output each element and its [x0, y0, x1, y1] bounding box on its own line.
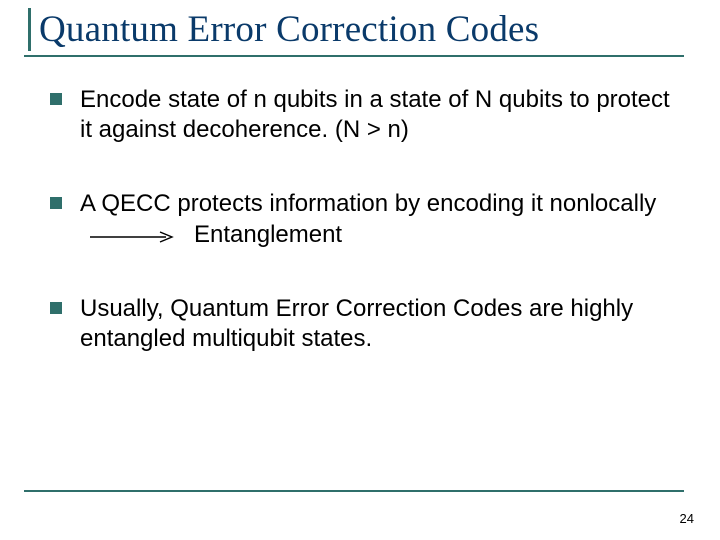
- bullet-item: Usually, Quantum Error Correction Codes …: [50, 294, 672, 354]
- bullet-icon: [50, 93, 62, 105]
- arrow-row: Entanglement: [80, 220, 342, 250]
- bullet-text: A QECC protects information by encoding …: [80, 189, 672, 250]
- bullet-text-after: Entanglement: [194, 220, 342, 250]
- bullet-text-before: A QECC protects information by encoding …: [80, 190, 656, 217]
- arrow-icon: [90, 221, 176, 251]
- bullet-text: Encode state of n qubits in a state of N…: [80, 85, 672, 145]
- bullet-icon: [50, 197, 62, 209]
- slide: Quantum Error Correction Codes Encode st…: [0, 0, 720, 540]
- page-number: 24: [680, 511, 694, 526]
- bullet-text: Usually, Quantum Error Correction Codes …: [80, 294, 672, 354]
- bullet-icon: [50, 302, 62, 314]
- title-border: Quantum Error Correction Codes: [28, 8, 692, 51]
- content-area: Encode state of n qubits in a state of N…: [28, 57, 692, 354]
- bullet-item: A QECC protects information by encoding …: [50, 189, 672, 250]
- bullet-item: Encode state of n qubits in a state of N…: [50, 85, 672, 145]
- slide-title: Quantum Error Correction Codes: [39, 8, 692, 51]
- footer-underline: [24, 490, 684, 492]
